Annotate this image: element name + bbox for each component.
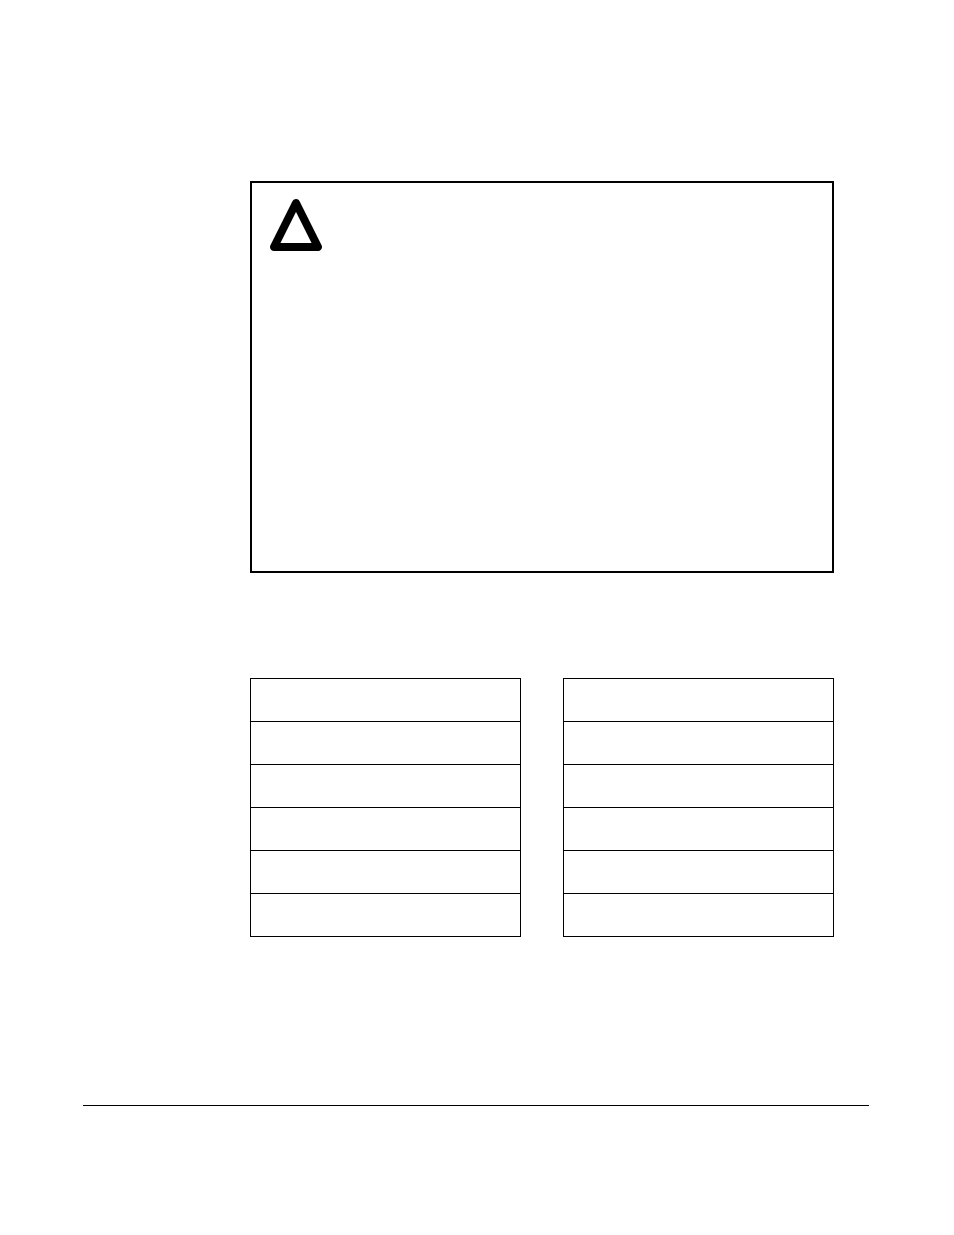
document-page (0, 0, 954, 1235)
table-cell (251, 765, 521, 808)
table-cell (564, 722, 834, 765)
table-row (251, 894, 521, 937)
tables-container (250, 678, 834, 937)
table-cell (251, 679, 521, 722)
table-cell (564, 679, 834, 722)
table-cell (251, 851, 521, 894)
table-cell (564, 808, 834, 851)
table-row (564, 808, 834, 851)
table-cell (251, 808, 521, 851)
table-cell (251, 722, 521, 765)
table-row (251, 808, 521, 851)
table-cell (564, 894, 834, 937)
table-row (564, 894, 834, 937)
caution-box (250, 181, 834, 573)
right-table (563, 678, 834, 937)
table-row (251, 679, 521, 722)
table-cell (564, 765, 834, 808)
warning-triangle-icon (270, 197, 322, 253)
table-row (251, 722, 521, 765)
table-row (564, 765, 834, 808)
table-row (564, 722, 834, 765)
table-row (251, 765, 521, 808)
table-row (251, 851, 521, 894)
table-row (564, 851, 834, 894)
table-cell (251, 894, 521, 937)
table-cell (564, 851, 834, 894)
footer-rule (83, 1105, 869, 1106)
left-table (250, 678, 521, 937)
table-row (564, 679, 834, 722)
